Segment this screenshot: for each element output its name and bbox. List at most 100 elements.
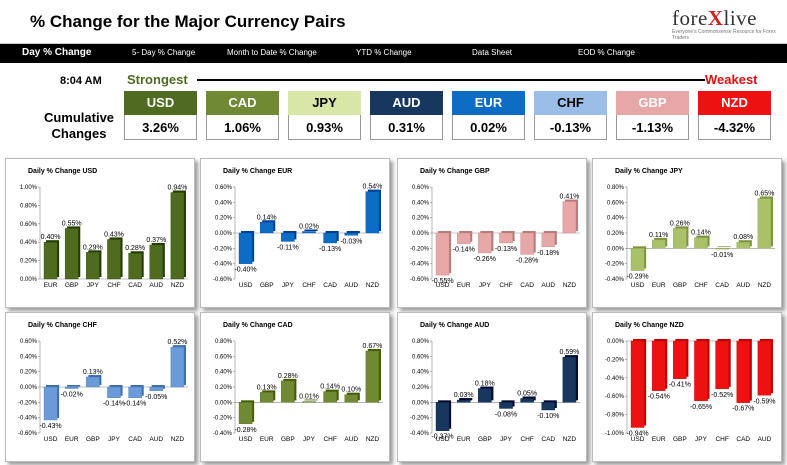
x-tick-label: CHF: [520, 436, 533, 443]
bar: [435, 232, 450, 276]
bar-group: [757, 339, 773, 396]
chart-panel-nzd: Daily % Change NZD -1.00% -0.80% -0.60% -0.4…: [592, 312, 782, 462]
x-tick-label: AUD: [736, 282, 750, 289]
data-label: -0.28%: [516, 257, 538, 264]
x-tick-label: CHF: [694, 282, 707, 289]
y-tick-label: 0.40%: [412, 200, 430, 206]
nav-ytd-change[interactable]: YTD % Change: [356, 48, 412, 57]
data-label: 0.41%: [559, 194, 579, 201]
x-tick-label: AUD: [149, 282, 163, 289]
x-tick-label: CAD: [323, 282, 337, 289]
bar-group: [86, 250, 102, 280]
chart-panel-aud: Daily % Change AUD -0.40% -0.20% 0.00% 0.20%…: [397, 312, 587, 462]
data-label: -0.11%: [277, 244, 299, 251]
bar: [238, 232, 253, 264]
bar-shadow: [346, 231, 360, 234]
bar-group: [149, 385, 165, 392]
data-label: -0.10%: [537, 413, 559, 420]
x-tick-label: AUD: [344, 282, 358, 289]
chart-jpy: -0.40% -0.20% 0.00% 0.20% 0.40% 0.60% 0.80% -0.…: [605, 185, 775, 289]
bar: [43, 386, 58, 421]
bar: [694, 237, 708, 249]
chart-panel-eur: Daily % Change EUR -0.60% -0.40% -0.20% 0.00…: [200, 158, 390, 308]
data-label: 0.37%: [146, 237, 166, 244]
nav-5day-change[interactable]: 5- Day % Change: [132, 48, 196, 57]
data-label: 0.14%: [320, 384, 340, 391]
data-label: 0.05%: [517, 391, 537, 398]
x-tick-label: AUD: [541, 282, 555, 289]
data-label: -0.43%: [39, 423, 61, 430]
y-tick-label: 0.00%: [20, 385, 38, 391]
bar: [499, 232, 513, 244]
bar-group: [736, 339, 752, 403]
data-label: -0.14%: [453, 247, 475, 254]
bar-group: [562, 355, 578, 403]
chart-title: Daily % Change JPY: [615, 168, 683, 175]
bar: [715, 248, 729, 250]
data-label: -0.67%: [732, 406, 754, 413]
currency-box-nzd: NZD -4.32%: [698, 91, 771, 140]
data-label: -0.26%: [474, 256, 496, 263]
chart-usd: 0.00%0.20%0.40%0.60%0.80%1.00%0.40%EUR0.…: [20, 185, 188, 289]
y-tick-label: 0.60%: [215, 185, 233, 191]
bar: [86, 252, 100, 280]
bar-group: [736, 240, 752, 249]
bar-group: [43, 385, 60, 421]
strongest-label: Strongest: [127, 72, 188, 87]
data-label: -0.02%: [61, 392, 83, 399]
x-tick-label: NZD: [171, 282, 185, 289]
data-label: -0.14%: [124, 401, 146, 408]
y-tick-label: 0.80%: [20, 203, 38, 209]
y-tick-label: 0.40%: [215, 370, 233, 376]
nav-data-sheet[interactable]: Data Sheet: [472, 48, 513, 57]
bar-group: [344, 231, 360, 236]
y-tick-label: 0.80%: [215, 339, 233, 345]
data-label: -0.41%: [669, 382, 691, 389]
bar: [281, 380, 295, 403]
bar-group: [238, 400, 255, 425]
bar: [736, 241, 751, 249]
nav-bar: Day % Change 5- Day % Change Month to Da…: [0, 44, 787, 63]
data-label: 0.65%: [754, 191, 774, 198]
nav-eod-change[interactable]: EOD % Change: [578, 48, 635, 57]
data-label: 0.18%: [475, 381, 495, 388]
data-label: 0.40%: [41, 234, 61, 241]
forexlive-logo[interactable]: foreXlive Everyone's Commonsense Resourc…: [672, 6, 776, 41]
bar: [64, 386, 79, 389]
currency-change-value: 3.26%: [124, 115, 197, 140]
currency-box-usd: USD 3.26%: [124, 91, 197, 140]
y-tick-label: 0.40%: [607, 216, 625, 222]
currency-code: JPY: [288, 91, 361, 115]
x-tick-label: CAD: [541, 436, 555, 443]
x-tick-label: AUD: [149, 436, 163, 443]
bar-group: [323, 389, 339, 403]
currency-code: CHF: [534, 91, 607, 115]
y-tick-label: -0.20%: [605, 262, 625, 268]
data-label: -0.13%: [495, 246, 517, 253]
y-tick-label: -0.40%: [213, 262, 233, 268]
bar-group: [562, 199, 578, 234]
data-label: -0.14%: [103, 401, 125, 408]
bar: [435, 402, 450, 431]
y-tick-label: -0.40%: [605, 277, 625, 283]
title-bar: % Change for the Major Currency Pairs fo…: [0, 0, 787, 44]
bar: [128, 386, 142, 398]
data-label: -0.40%: [234, 267, 256, 274]
bar: [259, 222, 274, 234]
x-tick-label: CAD: [128, 282, 142, 289]
bar-group: [435, 231, 452, 276]
y-tick-label: -0.60%: [213, 277, 233, 283]
x-tick-label: CAD: [715, 282, 729, 289]
y-tick-label: -0.40%: [605, 376, 625, 382]
x-tick-label: EUR: [65, 436, 79, 443]
nav-month-to-date[interactable]: Month to Date % Change: [227, 48, 317, 57]
y-tick-label: 0.00%: [215, 400, 233, 406]
y-tick-label: 0.40%: [215, 200, 233, 206]
bar-group: [456, 231, 473, 244]
nav-day-change[interactable]: Day % Change: [22, 47, 92, 58]
currency-code: EUR: [452, 91, 525, 115]
bar: [365, 350, 380, 403]
chart-title: Daily % Change AUD: [420, 322, 490, 329]
y-tick-label: -0.20%: [213, 416, 233, 422]
bar: [238, 402, 253, 425]
